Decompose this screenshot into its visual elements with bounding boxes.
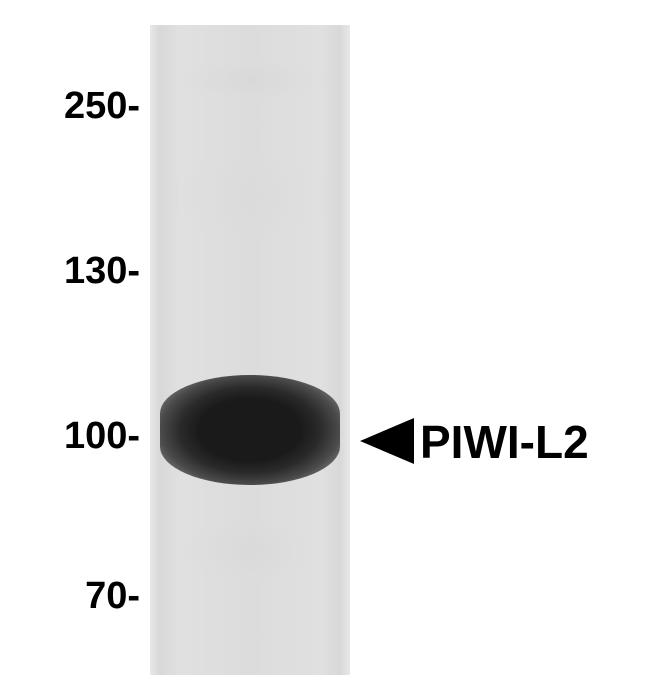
background-smudge	[180, 520, 320, 580]
band-arrow	[360, 418, 414, 464]
protein-name-label: PIWI-L2	[420, 415, 589, 469]
mw-marker-70: 70-	[10, 575, 140, 618]
mw-marker-250: 250-	[10, 85, 140, 128]
gel-lane	[150, 25, 350, 675]
arrow-head-icon	[360, 418, 414, 464]
protein-band	[160, 375, 340, 485]
mw-marker-100: 100-	[10, 415, 140, 458]
background-smudge	[170, 155, 330, 235]
mw-marker-130: 130-	[10, 250, 140, 293]
background-smudge	[175, 60, 325, 100]
blot-figure: 250- 130- 100- 70- PIWI-L2	[0, 0, 650, 700]
